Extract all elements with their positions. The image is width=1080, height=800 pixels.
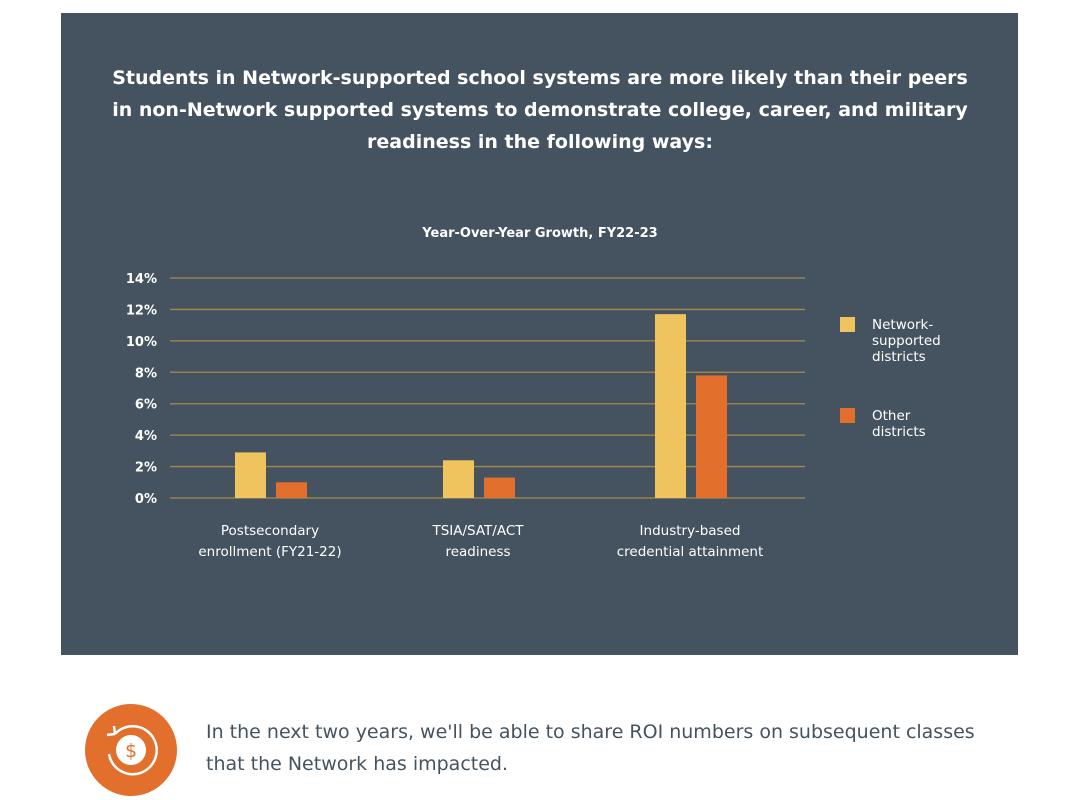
y-tick-label: 12% <box>126 303 157 318</box>
headline: Students in Network-supported school sys… <box>112 67 968 153</box>
y-tick-label: 0% <box>135 492 157 507</box>
bar <box>655 314 686 498</box>
svg-text:$: $ <box>125 740 137 762</box>
bar <box>443 460 474 498</box>
y-tick-label: 8% <box>135 366 157 381</box>
y-tick-label: 10% <box>126 335 157 350</box>
y-tick-label: 4% <box>135 429 157 444</box>
x-category-label: TSIA/SAT/ACT <box>431 523 524 539</box>
legend-label: Network- <box>872 317 933 333</box>
chart-title: Year-Over-Year Growth, FY22-23 <box>422 226 658 241</box>
legend-label: districts <box>872 424 926 440</box>
footer-text: In the next two years, we'll be able to … <box>206 721 975 775</box>
legend-swatch <box>840 317 855 332</box>
legend-swatch <box>840 408 855 423</box>
bar <box>696 375 727 498</box>
y-tick-label: 6% <box>135 398 157 413</box>
y-tick-label: 14% <box>126 272 157 287</box>
bar <box>276 482 307 498</box>
y-tick-label: 2% <box>135 461 157 476</box>
x-category-label: enrollment (FY21-22) <box>198 544 341 560</box>
chart-panel <box>61 13 1018 655</box>
legend-label: Other <box>872 408 911 424</box>
x-category-label: readiness <box>445 544 510 560</box>
legend-label: districts <box>872 349 926 365</box>
dollar-cycle-icon: $ <box>85 704 177 796</box>
x-category-label: credential attainment <box>617 544 764 560</box>
bar <box>235 452 266 498</box>
x-category-label: Industry-based <box>640 523 741 539</box>
legend-label: supported <box>872 333 941 349</box>
x-category-label: Postsecondary <box>221 523 319 539</box>
bar <box>484 477 515 498</box>
